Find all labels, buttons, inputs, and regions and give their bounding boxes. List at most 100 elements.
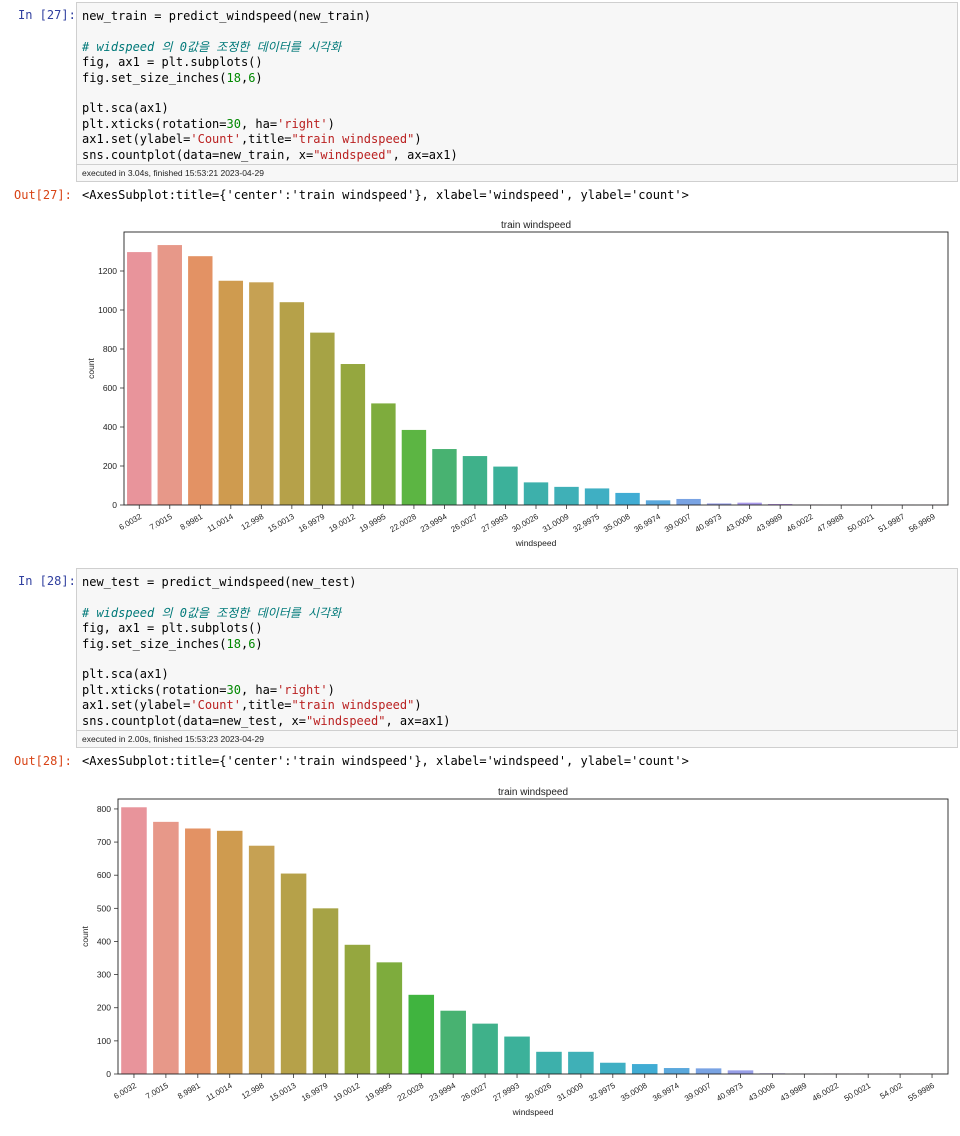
x-tick-label: 50.0021 bbox=[843, 1081, 873, 1104]
code-line: # widspeed 의 0값을 조정한 데이터를 시각화 bbox=[82, 606, 957, 621]
execution-status: executed in 3.04s, finished 15:53:21 202… bbox=[77, 164, 957, 181]
y-tick-label: 800 bbox=[97, 804, 111, 814]
bar bbox=[706, 503, 732, 505]
code-token: fig, ax1 = plt.subplots() bbox=[82, 621, 263, 636]
x-tick-label: 31.0009 bbox=[541, 512, 571, 535]
code-token: , bbox=[240, 70, 249, 85]
x-tick-label: 43.0006 bbox=[747, 1081, 777, 1104]
code-cell[interactable]: new_test = predict_windspeed(new_test) # … bbox=[76, 568, 958, 748]
x-tick-label: 15.0013 bbox=[266, 512, 296, 535]
code-token: ,title= bbox=[240, 132, 292, 147]
x-axis-label: windspeed bbox=[515, 538, 557, 548]
code-line: plt.sca(ax1) bbox=[82, 667, 957, 682]
bar bbox=[676, 498, 701, 505]
x-tick-label: 55.9986 bbox=[906, 1081, 936, 1104]
y-tick-label: 600 bbox=[97, 870, 111, 880]
x-tick-label: 40.9973 bbox=[715, 1081, 745, 1104]
chart-title: train windspeed bbox=[498, 787, 568, 798]
bar bbox=[472, 1023, 498, 1074]
x-tick-label: 32.9975 bbox=[571, 512, 601, 535]
in-prompt: In [28]: bbox=[18, 574, 76, 588]
bar bbox=[432, 449, 457, 505]
code-token: plt.xticks(rotation= bbox=[82, 116, 227, 131]
x-tick-label: 26.0027 bbox=[449, 512, 479, 535]
code-token: ) bbox=[327, 682, 335, 697]
code-token: ,title= bbox=[240, 698, 292, 713]
x-tick-label: 19.0012 bbox=[327, 512, 357, 535]
bar bbox=[663, 1068, 690, 1074]
bar bbox=[249, 282, 274, 505]
code-line: fig.set_size_inches(18,6) bbox=[82, 71, 957, 86]
countplot-chart: train windspeed 0 200 400 600 800 1000 1200 6.00… bbox=[86, 220, 949, 548]
code-editor[interactable]: new_test = predict_windspeed(new_test) # … bbox=[77, 569, 957, 729]
x-tick-label: 22.0028 bbox=[396, 1081, 426, 1104]
bar bbox=[280, 873, 307, 1074]
bar bbox=[127, 252, 152, 505]
bar bbox=[631, 1064, 658, 1074]
bar bbox=[401, 429, 427, 505]
x-tick-label: 39.0007 bbox=[683, 1081, 713, 1104]
code-token: 6 bbox=[248, 636, 256, 651]
x-tick-label: 54.002 bbox=[878, 1081, 904, 1101]
x-tick-label: 46.0022 bbox=[785, 512, 815, 535]
x-tick-label: 47.9988 bbox=[816, 512, 846, 535]
x-tick-label: 7.0015 bbox=[144, 1081, 170, 1101]
x-tick-label: 36.9974 bbox=[651, 1081, 681, 1104]
bar bbox=[462, 456, 488, 505]
bar bbox=[615, 492, 640, 505]
bar bbox=[310, 332, 335, 505]
out-prompt: Out[28]: bbox=[14, 754, 72, 768]
code-token: ) bbox=[255, 636, 263, 651]
execution-status: executed in 2.00s, finished 15:53:23 202… bbox=[77, 730, 957, 747]
x-tick-label: 56.9969 bbox=[907, 512, 937, 535]
code-token: ) bbox=[414, 132, 422, 147]
y-tick-label: 1000 bbox=[98, 305, 117, 315]
code-token: new_test = predict_windspeed(new_test) bbox=[82, 575, 357, 589]
bar bbox=[371, 403, 396, 505]
code-line: ax1.set(ylabel='Count',title="train wind… bbox=[82, 698, 957, 713]
code-token: 'right' bbox=[277, 116, 328, 131]
code-line: fig, ax1 = plt.subplots() bbox=[82, 55, 957, 70]
code-token: "windspeed" bbox=[305, 713, 386, 728]
code-token: 18 bbox=[226, 70, 241, 85]
y-tick-label: 500 bbox=[97, 903, 111, 913]
x-tick-label: 46.0022 bbox=[811, 1081, 841, 1104]
bar bbox=[493, 466, 518, 505]
x-tick-label: 50.0021 bbox=[846, 512, 876, 535]
code-token: fig.set_size_inches( bbox=[82, 636, 227, 651]
y-tick-label: 100 bbox=[97, 1036, 111, 1046]
y-tick-label: 0 bbox=[112, 500, 117, 510]
y-tick-label: 600 bbox=[103, 383, 117, 393]
bar bbox=[504, 1036, 530, 1074]
x-tick-label: 43.9989 bbox=[779, 1081, 809, 1104]
in-prompt: In [27]: bbox=[18, 8, 76, 22]
code-line: plt.xticks(rotation=30, ha='right') bbox=[82, 117, 957, 132]
bar bbox=[767, 504, 793, 505]
code-token: 30 bbox=[226, 116, 241, 131]
x-tick-label: 27.9993 bbox=[491, 1081, 521, 1104]
code-token: # widspeed 의 0값을 조정한 데이터를 시각화 bbox=[82, 605, 342, 620]
x-tick-label: 8.9981 bbox=[179, 512, 205, 532]
code-line: plt.sca(ax1) bbox=[82, 101, 957, 116]
bar bbox=[440, 1010, 466, 1074]
x-tick-label: 11.0014 bbox=[205, 1081, 235, 1103]
bar bbox=[279, 302, 305, 505]
code-token: new_train = predict_windspeed(new_train) bbox=[82, 9, 371, 23]
bar bbox=[737, 502, 762, 505]
code-line bbox=[82, 590, 957, 605]
code-token: plt.xticks(rotation= bbox=[82, 682, 227, 697]
bar bbox=[312, 908, 339, 1074]
x-tick-label: 35.0008 bbox=[619, 1081, 649, 1104]
code-line: # widspeed 의 0값을 조정한 데이터를 시각화 bbox=[82, 40, 957, 55]
code-line: new_test = predict_windspeed(new_test) bbox=[82, 575, 957, 590]
x-tick-label: 23.9994 bbox=[428, 1081, 458, 1104]
code-token: fig.set_size_inches( bbox=[82, 70, 227, 85]
code-line: sns.countplot(data=new_test, x="windspee… bbox=[82, 714, 957, 729]
code-editor[interactable]: new_train = predict_windspeed(new_train)… bbox=[77, 3, 957, 163]
output-text: <AxesSubplot:title={'center':'train wind… bbox=[82, 754, 689, 768]
code-token: 6 bbox=[248, 70, 256, 85]
code-token: plt.sca(ax1) bbox=[82, 667, 169, 682]
x-axis-label: windspeed bbox=[512, 1107, 554, 1117]
code-cell[interactable]: new_train = predict_windspeed(new_train)… bbox=[76, 2, 958, 182]
bar bbox=[695, 1068, 722, 1074]
